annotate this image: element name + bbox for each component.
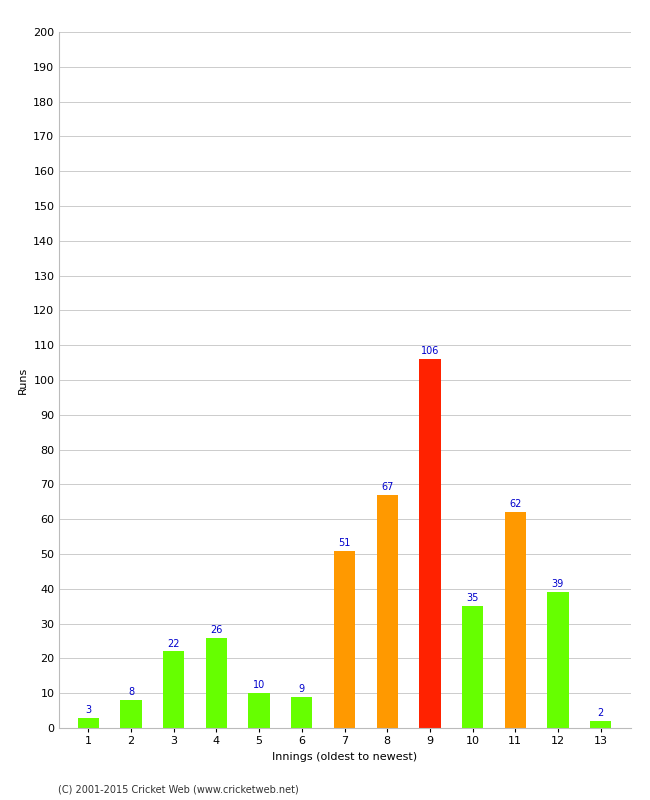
Bar bbox=[163, 651, 185, 728]
Bar bbox=[334, 550, 355, 728]
X-axis label: Innings (oldest to newest): Innings (oldest to newest) bbox=[272, 752, 417, 762]
Text: (C) 2001-2015 Cricket Web (www.cricketweb.net): (C) 2001-2015 Cricket Web (www.cricketwe… bbox=[58, 784, 299, 794]
Text: 35: 35 bbox=[466, 594, 479, 603]
Text: 39: 39 bbox=[552, 579, 564, 590]
Bar bbox=[206, 638, 227, 728]
Text: 106: 106 bbox=[421, 346, 439, 356]
Bar bbox=[590, 721, 611, 728]
Text: 8: 8 bbox=[128, 687, 134, 698]
Bar bbox=[547, 592, 569, 728]
Text: 10: 10 bbox=[253, 681, 265, 690]
Text: 3: 3 bbox=[85, 705, 92, 714]
Bar bbox=[419, 359, 441, 728]
Text: 2: 2 bbox=[597, 708, 604, 718]
Text: 22: 22 bbox=[168, 638, 180, 649]
Bar bbox=[504, 512, 526, 728]
Bar bbox=[376, 495, 398, 728]
Bar bbox=[291, 697, 313, 728]
Text: 62: 62 bbox=[509, 499, 521, 510]
Bar bbox=[78, 718, 99, 728]
Bar bbox=[248, 693, 270, 728]
Bar bbox=[462, 606, 483, 728]
Text: 67: 67 bbox=[381, 482, 393, 492]
Text: 51: 51 bbox=[338, 538, 351, 548]
Bar bbox=[120, 700, 142, 728]
Y-axis label: Runs: Runs bbox=[18, 366, 28, 394]
Text: 9: 9 bbox=[299, 684, 305, 694]
Text: 26: 26 bbox=[210, 625, 223, 634]
